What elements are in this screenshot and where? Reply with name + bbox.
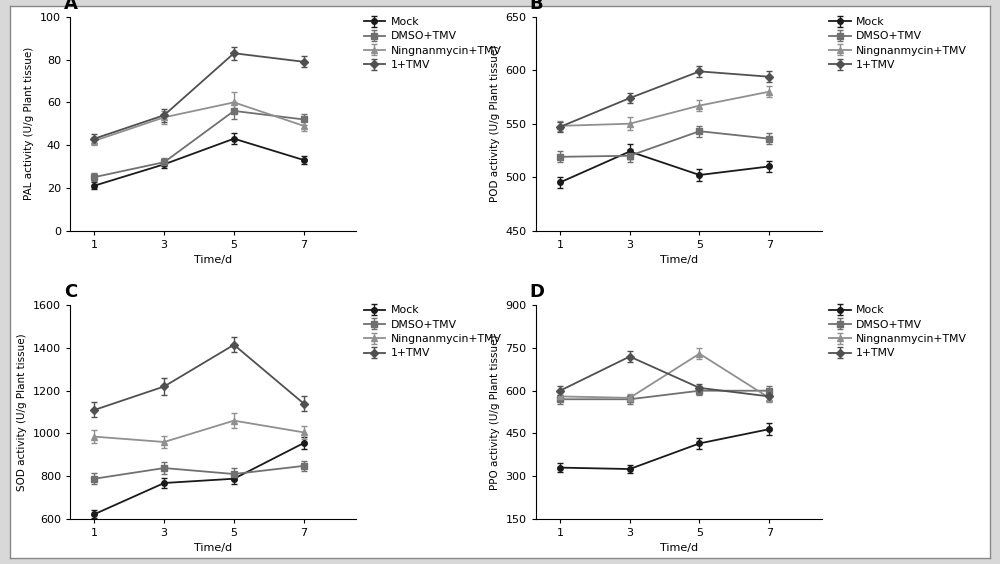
Legend: Mock, DMSO+TMV, Ningnanmycin+TMV, 1+TMV: Mock, DMSO+TMV, Ningnanmycin+TMV, 1+TMV: [825, 301, 972, 363]
Text: B: B: [530, 0, 543, 12]
X-axis label: Time/d: Time/d: [194, 544, 232, 553]
Y-axis label: PPO activity (U/g Plant tissue): PPO activity (U/g Plant tissue): [490, 334, 500, 490]
Legend: Mock, DMSO+TMV, Ningnanmycin+TMV, 1+TMV: Mock, DMSO+TMV, Ningnanmycin+TMV, 1+TMV: [359, 12, 506, 74]
X-axis label: Time/d: Time/d: [660, 544, 698, 553]
Y-axis label: SOD activity (U/g Plant tissue): SOD activity (U/g Plant tissue): [17, 333, 27, 491]
Y-axis label: POD activity (U/g Plant tissue): POD activity (U/g Plant tissue): [490, 45, 500, 202]
Legend: Mock, DMSO+TMV, Ningnanmycin+TMV, 1+TMV: Mock, DMSO+TMV, Ningnanmycin+TMV, 1+TMV: [359, 301, 506, 363]
Y-axis label: PAL activity (U/g Plant tissue): PAL activity (U/g Plant tissue): [24, 47, 34, 200]
Text: A: A: [64, 0, 78, 12]
Text: C: C: [64, 283, 78, 301]
X-axis label: Time/d: Time/d: [194, 255, 232, 265]
Text: D: D: [530, 283, 545, 301]
X-axis label: Time/d: Time/d: [660, 255, 698, 265]
Legend: Mock, DMSO+TMV, Ningnanmycin+TMV, 1+TMV: Mock, DMSO+TMV, Ningnanmycin+TMV, 1+TMV: [825, 12, 972, 74]
